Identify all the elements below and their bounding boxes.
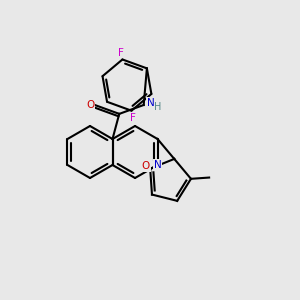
Text: H: H bbox=[154, 102, 161, 112]
Text: N: N bbox=[147, 98, 154, 108]
Text: O: O bbox=[142, 161, 150, 171]
Text: F: F bbox=[118, 48, 124, 58]
Text: N: N bbox=[154, 160, 161, 170]
Text: F: F bbox=[130, 112, 136, 123]
Text: O: O bbox=[87, 100, 95, 110]
